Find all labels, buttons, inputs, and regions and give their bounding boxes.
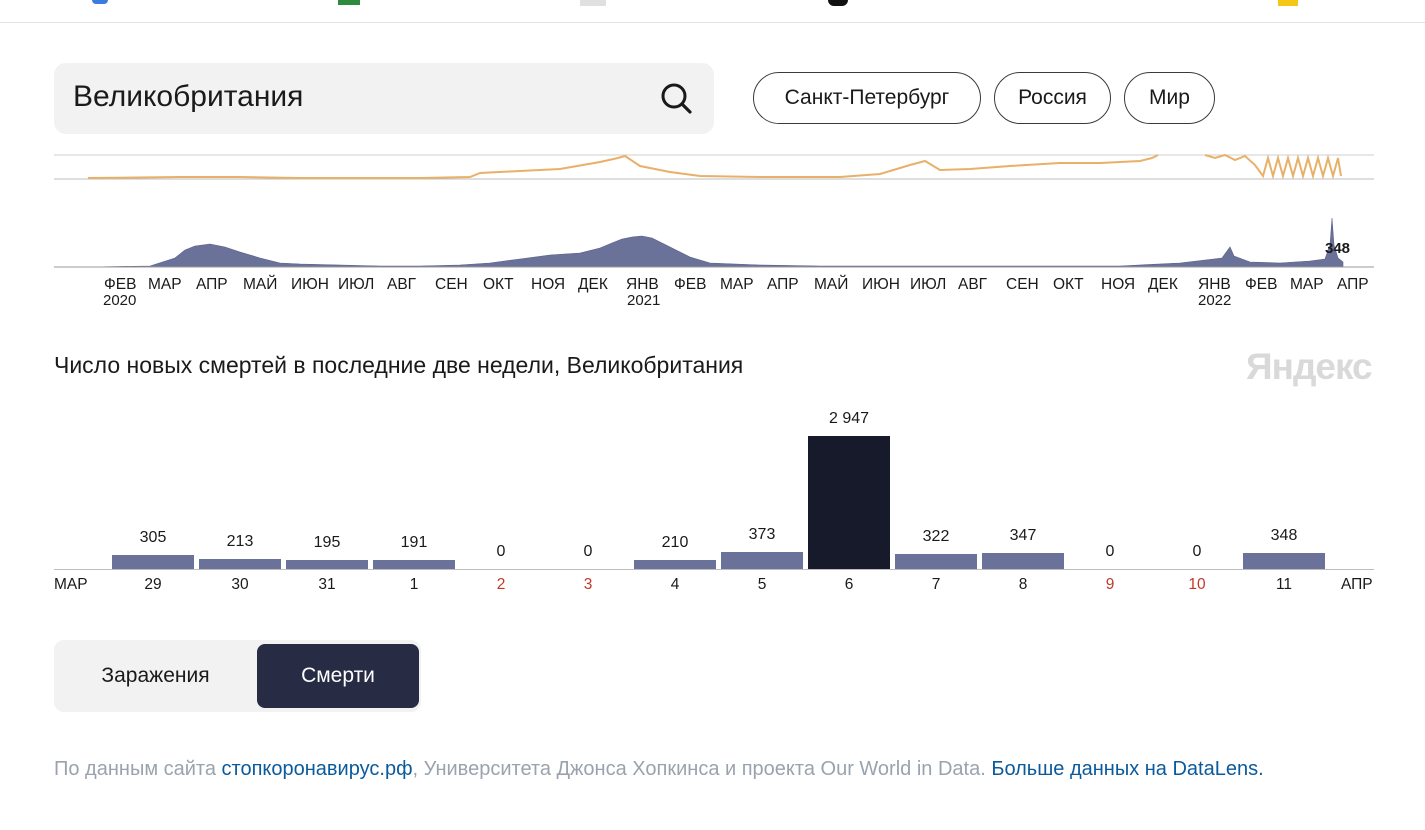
day-label: 3 [583, 576, 593, 593]
month-label: МАЙ [814, 276, 849, 293]
bookmark-icon[interactable] [338, 0, 360, 5]
chart-title: Число новых смертей в последние две неде… [54, 352, 744, 378]
day-label: 6 [844, 576, 854, 593]
bar-mar-30[interactable] [199, 559, 281, 569]
day-label: 5 [757, 576, 767, 593]
day-label: 31 [318, 576, 336, 593]
infections-tab[interactable]: Заражения [101, 664, 210, 687]
bar-value-label: 322 [922, 528, 950, 545]
bar-value-label: 195 [313, 534, 341, 551]
month-label: МАЙ [243, 276, 278, 293]
day-label: 8 [1018, 576, 1028, 593]
month-label: ЯНВ [1198, 276, 1231, 293]
month-label: АПР [196, 276, 228, 293]
source-note: По данным сайта стопкоронавирус.рф, Унив… [54, 754, 1384, 785]
month-label: СЕН [435, 276, 468, 293]
day-label: 2 [496, 576, 506, 593]
month-label: ДЕК [578, 276, 608, 293]
bar-apr-7[interactable] [895, 554, 977, 569]
infections-series-tail [1204, 153, 1342, 180]
month-label: ЯНВ [626, 276, 659, 293]
infections-series-line [87, 154, 1159, 179]
month-label: ИЮН [862, 276, 900, 293]
year-label: 2021 [627, 292, 661, 309]
month-label: МАР [720, 276, 754, 293]
bar-value-label: 347 [1009, 527, 1037, 544]
chart-baseline [54, 569, 1374, 570]
month-label: МАР [1290, 276, 1324, 293]
overview-last-value: 348 [1325, 240, 1351, 257]
month-label: ИЮЛ [338, 276, 375, 293]
month-label: ОКТ [483, 276, 514, 293]
deaths-area [87, 217, 1344, 268]
axis-month-start: МАР [54, 576, 88, 593]
source-prefix: По данным сайта [54, 758, 222, 780]
metric-toggle: Заражения Смерти [54, 640, 421, 712]
bar-mar-29[interactable] [112, 555, 194, 569]
month-label: АВГ [958, 276, 988, 293]
bar-apr-6[interactable] [808, 436, 890, 569]
search-icon [661, 83, 692, 114]
bar-mar-31[interactable] [286, 560, 368, 569]
browser-bookmarks-strip [0, 0, 1425, 23]
bookmark-icon[interactable] [1278, 0, 1298, 6]
bar-value-label: 191 [400, 534, 428, 551]
bar-value-label: 213 [226, 533, 254, 550]
bar-value-label: 210 [661, 534, 689, 551]
day-label: 4 [670, 576, 680, 593]
bookmark-icon[interactable] [580, 0, 606, 6]
month-label: ФЕВ [1245, 276, 1278, 293]
bar-value-label: 0 [1105, 543, 1115, 560]
bar-value-label: 0 [496, 543, 506, 560]
month-label: ДЕК [1148, 276, 1178, 293]
region-button-russia[interactable]: Россия [994, 72, 1111, 124]
bookmark-icon[interactable] [92, 0, 108, 4]
bar-apr-1[interactable] [373, 560, 455, 569]
day-label: 1 [409, 576, 419, 593]
month-label: ФЕВ [104, 276, 137, 293]
year-label: 2022 [1198, 292, 1232, 309]
region-button-world[interactable]: Мир [1124, 72, 1215, 124]
year-label: 2020 [103, 292, 137, 309]
day-label: 9 [1105, 576, 1115, 593]
bar-value-label: 305 [139, 529, 167, 546]
source-middle: , Университета Джонса Хопкинса и проекта… [412, 758, 992, 780]
month-label: ФЕВ [674, 276, 707, 293]
bar-value-label: 0 [1192, 543, 1202, 560]
month-label: АПР [767, 276, 799, 293]
bar-value-label: 348 [1270, 527, 1298, 544]
bar-apr-5[interactable] [721, 552, 803, 569]
bar-apr-4[interactable] [634, 560, 716, 569]
month-label: ИЮН [291, 276, 329, 293]
month-label: СЕН [1006, 276, 1039, 293]
bar-apr-11[interactable] [1243, 553, 1325, 569]
datalens-link[interactable]: Больше данных на DataLens. [991, 758, 1264, 780]
day-label: 7 [931, 576, 941, 593]
stopcoronavirus-link[interactable]: стопкоронавирус.рф [221, 758, 413, 780]
bar-value-label: 0 [583, 543, 593, 560]
month-label: НОЯ [531, 276, 566, 293]
bar-apr-8[interactable] [982, 553, 1064, 569]
bookmark-icon[interactable] [828, 0, 848, 6]
day-label: 11 [1275, 576, 1293, 593]
month-label: АВГ [387, 276, 417, 293]
day-label: 30 [231, 576, 249, 593]
bar-value-label: 2 947 [828, 410, 870, 427]
overview-chart [54, 153, 1374, 268]
bar-value-label: 373 [748, 526, 776, 543]
month-label: ИЮЛ [910, 276, 947, 293]
search-button[interactable] [656, 80, 696, 120]
deaths-tab[interactable]: Смерти [257, 644, 419, 708]
region-button-spb[interactable]: Санкт-Петербург [753, 72, 981, 124]
month-label: НОЯ [1101, 276, 1136, 293]
month-label: МАР [148, 276, 182, 293]
month-label: ОКТ [1053, 276, 1084, 293]
axis-month-end: АПР [1341, 576, 1373, 593]
search-box [54, 63, 714, 134]
day-label: 29 [144, 576, 162, 593]
day-label: 10 [1188, 576, 1206, 593]
yandex-logo: Яндекс [1246, 346, 1373, 387]
search-input[interactable] [73, 77, 633, 117]
month-label: АПР [1337, 276, 1369, 293]
